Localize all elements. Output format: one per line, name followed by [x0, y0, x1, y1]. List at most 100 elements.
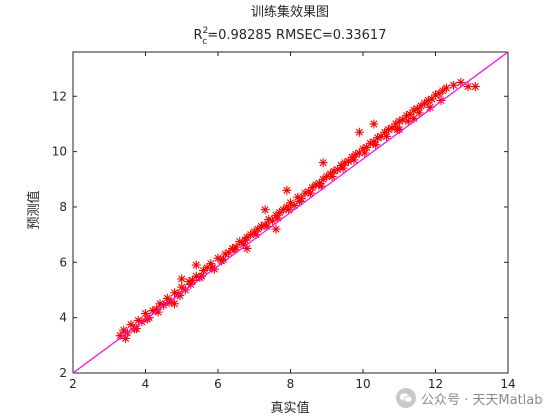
data-point-marker: [311, 180, 321, 190]
data-point: [282, 202, 292, 212]
data-point-marker: [153, 307, 163, 317]
data-point: [425, 102, 435, 112]
data-point-marker: [208, 263, 218, 273]
data-point: [402, 111, 411, 121]
wechat-icon: [396, 388, 416, 408]
data-point-marker: [436, 95, 446, 105]
data-point-marker: [349, 155, 359, 165]
data-point-marker: [425, 102, 435, 112]
data-point-marker: [240, 235, 250, 245]
data-point-marker: [431, 90, 440, 100]
data-point: [329, 166, 339, 176]
data-point: [191, 260, 201, 270]
data-point: [349, 155, 359, 165]
data-point: [142, 314, 152, 324]
data-point: [242, 243, 252, 253]
data-point-marker: [249, 227, 259, 237]
data-point: [311, 180, 321, 190]
data-point: [296, 194, 306, 204]
data-point: [369, 137, 379, 147]
data-point: [177, 274, 187, 284]
data-point-marker: [420, 98, 430, 108]
data-point-marker: [318, 158, 328, 168]
data-point: [273, 213, 283, 223]
data-point: [253, 224, 263, 234]
data-point-marker: [405, 109, 415, 119]
data-point: [231, 242, 241, 252]
data-point-marker: [260, 205, 270, 215]
data-point: [264, 214, 274, 224]
data-point-marker: [327, 172, 337, 182]
data-point: [351, 149, 361, 159]
y-tick-label: 2: [59, 366, 67, 380]
data-point: [365, 138, 375, 148]
data-point: [318, 174, 328, 184]
subtitle-rmse-value: RMSEC=0.33617: [276, 28, 386, 43]
data-point-marker: [315, 178, 324, 188]
data-point: [371, 140, 381, 150]
data-point-marker: [177, 282, 187, 292]
data-point: [262, 221, 272, 231]
data-point: [170, 299, 179, 309]
data-point-marker: [151, 304, 161, 314]
data-point-marker: [275, 208, 285, 217]
data-point: [362, 142, 372, 152]
data-point-marker: [218, 255, 228, 265]
data-point: [398, 115, 408, 125]
data-point-marker: [175, 291, 185, 301]
data-point: [242, 232, 252, 242]
data-point: [240, 235, 250, 245]
data-point-marker: [253, 224, 263, 234]
data-point-marker: [121, 333, 131, 343]
data-point-marker: [394, 124, 404, 134]
data-point-marker: [371, 140, 381, 150]
data-point: [170, 288, 179, 298]
data-point: [315, 178, 324, 188]
data-point: [257, 221, 266, 231]
data-point-marker: [376, 131, 386, 141]
data-point: [224, 248, 234, 258]
subtitle-r2-value: =0.98285: [207, 28, 272, 43]
data-point-marker: [229, 245, 239, 255]
data-point-marker: [456, 77, 466, 87]
data-point-marker: [148, 306, 158, 316]
data-point-marker: [434, 89, 444, 99]
data-point: [186, 279, 196, 289]
data-point: [325, 169, 335, 179]
data-point-marker: [369, 137, 379, 147]
data-point-marker: [403, 116, 413, 126]
data-point: [260, 205, 270, 215]
data-point-marker: [115, 331, 125, 341]
data-point: [141, 309, 150, 319]
plot-area: 2 4 6 8 10 12 14 2 4 6 8 10 12: [52, 51, 516, 391]
data-point-marker: [382, 131, 392, 141]
data-point-marker: [242, 243, 252, 253]
data-point: [340, 158, 350, 168]
data-point-marker: [155, 299, 165, 309]
data-point: [218, 255, 228, 265]
data-point: [275, 208, 285, 217]
data-point-marker: [438, 86, 448, 96]
data-point: [354, 127, 364, 137]
data-point-marker: [409, 113, 419, 123]
data-point-marker: [220, 249, 230, 259]
data-point-marker: [449, 80, 459, 90]
data-point-marker: [351, 149, 361, 159]
data-point-marker: [354, 127, 364, 137]
data-point-marker: [177, 274, 187, 284]
data-point: [456, 77, 466, 87]
data-point: [354, 148, 364, 158]
data-point: [436, 95, 446, 105]
data-point-marker: [271, 224, 281, 234]
data-point-marker: [391, 119, 401, 129]
data-point: [191, 271, 201, 281]
data-point: [159, 300, 169, 310]
data-point-marker: [338, 163, 348, 173]
data-point: [126, 320, 136, 330]
subtitle-r: R: [194, 28, 203, 43]
data-point: [373, 133, 382, 143]
data-point-marker: [423, 95, 433, 105]
data-point: [403, 116, 413, 126]
x-tick-label: 12: [428, 377, 443, 391]
